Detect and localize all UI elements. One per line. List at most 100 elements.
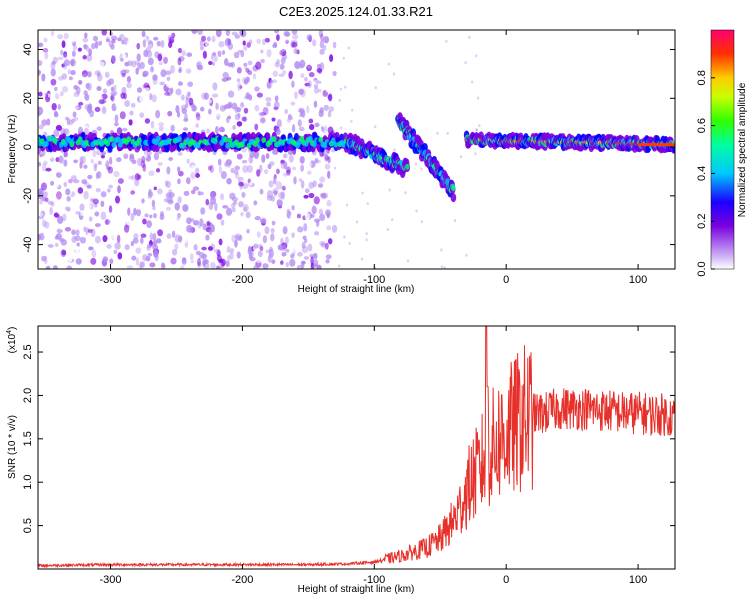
- spectral-blob: [325, 85, 332, 93]
- spectral-blob: [273, 106, 279, 111]
- spectral-blob: [192, 220, 200, 226]
- spectral-blob: [241, 159, 248, 164]
- spectral-blob: [47, 244, 54, 248]
- spectral-blob: [133, 207, 137, 216]
- spectral-blob: [289, 213, 296, 222]
- spectral-blob: [304, 213, 311, 220]
- spectral-blob: [197, 261, 202, 268]
- spectral-blob: [119, 111, 126, 120]
- snr-y-scale: (x104): [6, 327, 18, 354]
- spectrogram-y-ticks: -40 -20 0 20 40: [22, 43, 675, 253]
- spectral-blob: [256, 257, 262, 264]
- spectral-blob: [117, 178, 124, 184]
- spectral-blob: [266, 190, 273, 199]
- spectral-blob: [279, 63, 285, 70]
- spectral-blob: [185, 177, 191, 185]
- spectral-blob: [190, 164, 196, 171]
- spectral-blob: [261, 179, 267, 188]
- y-tick-label: 0.5: [22, 518, 34, 533]
- spectral-blob: [83, 124, 89, 132]
- spectral-blob: [338, 264, 341, 268]
- spectral-blob: [414, 162, 418, 166]
- spectral-blob: [170, 257, 177, 265]
- spectral-blob: [475, 128, 478, 132]
- spectral-blob: [192, 53, 199, 60]
- spectral-blob: [217, 98, 223, 105]
- spectral-blob: [87, 232, 92, 238]
- spectrogram-frame: [37, 29, 676, 270]
- spectral-blob: [58, 155, 64, 164]
- spectral-blob: [134, 263, 140, 269]
- spectral-blob: [464, 61, 467, 65]
- spectral-blob: [265, 132, 271, 142]
- spectral-blob: [73, 179, 80, 184]
- spectral-blob: [225, 159, 232, 166]
- spectral-blob: [119, 216, 124, 225]
- spectral-blob: [182, 204, 189, 212]
- spectral-blob: [260, 117, 266, 124]
- spectrogram-y-label: Frequency (Hz): [7, 115, 18, 184]
- spectral-blob: [234, 207, 238, 213]
- spectral-blob: [272, 79, 278, 84]
- spectral-blob: [178, 68, 182, 74]
- spectral-blob: [257, 250, 263, 258]
- spectral-blob: [130, 241, 134, 247]
- spectral-blob: [147, 57, 154, 66]
- spectral-blob: [156, 40, 161, 47]
- spectral-blob: [313, 196, 320, 205]
- spectral-blob: [160, 69, 167, 78]
- spectral-blob: [236, 66, 242, 74]
- spectral-blob: [180, 264, 185, 269]
- spectral-blob: [68, 37, 76, 44]
- spectral-blob: [276, 168, 280, 175]
- spectral-blob: [345, 203, 349, 207]
- spectral-blob: [280, 244, 286, 251]
- spectral-blob: [122, 53, 127, 60]
- spectral-blob: [126, 82, 132, 89]
- spectral-blob: [192, 125, 196, 134]
- spectral-blob: [320, 242, 326, 248]
- spectral-blob: [102, 256, 109, 263]
- snr-panel: -300 -200 -100 0 100 0.5 1.0 1.5 2.0 2.5 Height …: [6, 325, 676, 595]
- spectral-blob: [205, 198, 210, 206]
- spectral-blob: [42, 47, 49, 53]
- spectral-blob: [171, 230, 176, 239]
- spectral-blob: [282, 226, 288, 235]
- spectral-blob: [254, 86, 260, 92]
- spectral-blob: [248, 39, 253, 45]
- spectral-blob: [313, 218, 321, 223]
- spectral-blob: [215, 30, 222, 38]
- spectral-blob: [79, 236, 87, 244]
- spectral-blob: [102, 235, 108, 243]
- spectral-blob: [292, 166, 296, 171]
- spectral-blob: [113, 90, 118, 96]
- spectral-blob: [254, 215, 261, 221]
- spectral-blob: [324, 242, 329, 250]
- spectral-blob: [316, 172, 321, 179]
- spectral-blob: [153, 63, 159, 72]
- spectral-blob: [136, 209, 142, 217]
- spectral-blob: [141, 155, 146, 164]
- spectral-blob: [189, 253, 194, 261]
- spectral-blob: [316, 160, 321, 167]
- spectral-blob: [234, 113, 241, 121]
- spectral-blob: [299, 156, 305, 164]
- x-tick-label: -100: [363, 574, 385, 586]
- spectral-blob: [266, 49, 272, 58]
- spectral-blob: [436, 131, 439, 135]
- spectral-blob: [81, 179, 88, 185]
- y-tick-label: -40: [22, 237, 34, 253]
- spectral-blob: [167, 110, 173, 117]
- spectral-blob: [242, 206, 248, 212]
- spectral-blob: [111, 103, 117, 112]
- spectral-blob: [325, 259, 330, 264]
- spectral-blob: [141, 198, 145, 204]
- spectral-blob: [134, 179, 140, 187]
- spectral-blob: [134, 119, 140, 127]
- spectral-blob: [43, 231, 50, 238]
- spectral-blob: [91, 249, 97, 259]
- spectral-blob: [276, 58, 280, 65]
- spectral-blob: [290, 101, 296, 106]
- spectral-blob: [185, 93, 191, 101]
- spectral-blob: [68, 178, 73, 184]
